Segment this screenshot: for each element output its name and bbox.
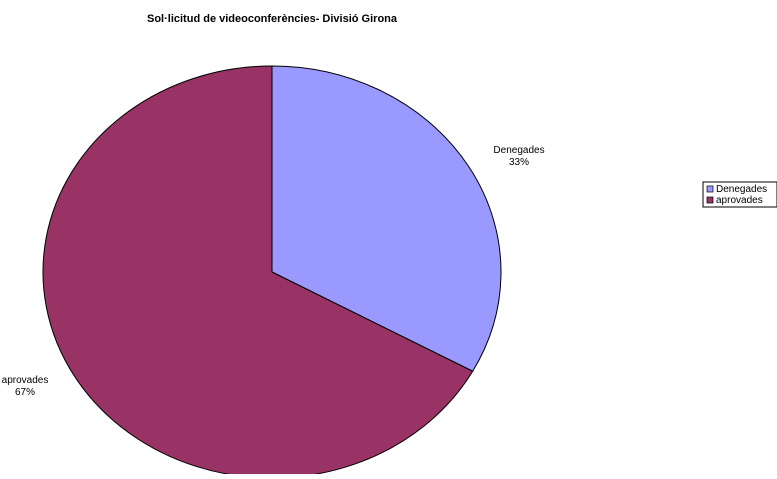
legend-label-denegades: Denegades [716, 184, 767, 195]
legend-box [702, 181, 777, 208]
data-label-name: Denegades [493, 145, 544, 156]
legend-swatch-denegades [706, 185, 714, 193]
legend-swatch-aprovades [706, 196, 714, 204]
legend-label-aprovades: aprovades [716, 195, 763, 206]
chart-title: Sol·licitud de videoconferències- Divisi… [147, 13, 398, 25]
data-label-percent: 67% [15, 387, 35, 398]
pie-slice-denegades [271, 65, 502, 372]
data-labels: Denegades 33% aprovades 67% [2, 145, 545, 398]
pie-slices [42, 65, 502, 479]
data-label-name: aprovades [2, 375, 49, 386]
data-label-denegades: Denegades 33% [493, 145, 544, 168]
data-label-percent: 33% [509, 157, 529, 168]
data-label-aprovades: aprovades 67% [2, 375, 49, 398]
pie-slice-aprovades [42, 65, 474, 479]
